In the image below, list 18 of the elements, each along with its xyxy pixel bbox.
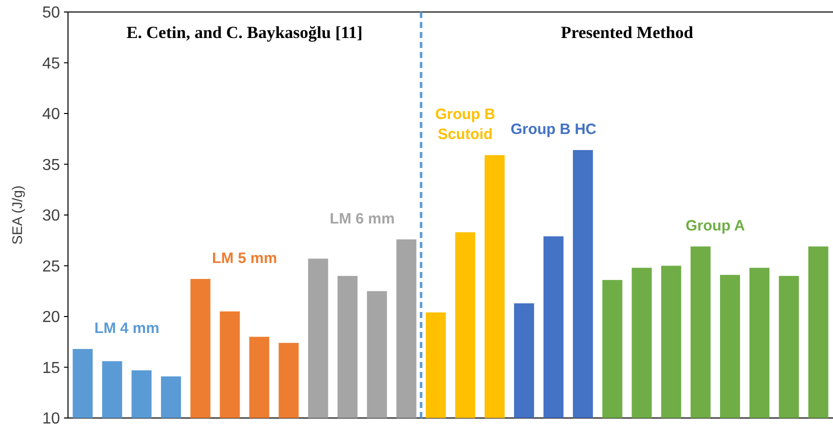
series-label: LM 5 mm — [212, 250, 278, 267]
y-tick-label: 10 — [42, 410, 60, 428]
annotation: Presented Method — [560, 23, 694, 42]
y-tick-label: 50 — [42, 4, 60, 22]
series-label: Group B HC — [510, 121, 597, 138]
y-tick-label: 35 — [42, 156, 60, 174]
series-label: Group A — [686, 217, 746, 234]
y-tick-label: 40 — [42, 106, 60, 124]
y-tick-label: 30 — [42, 208, 60, 225]
y-tick-label: 45 — [42, 55, 60, 72]
y-tick-label: 20 — [42, 309, 60, 326]
series-label: LM 4 mm — [94, 320, 160, 337]
y-tick-label: 15 — [42, 360, 60, 377]
y-axis-title: SEA (J/g) — [9, 185, 25, 245]
series-label: Group B Scutoid — [435, 106, 496, 144]
series-label: LM 6 mm — [330, 210, 395, 228]
annotation: E. Cetin, and C. Baykasoğlu [11] — [126, 23, 363, 42]
y-tick-label: 25 — [42, 258, 60, 276]
